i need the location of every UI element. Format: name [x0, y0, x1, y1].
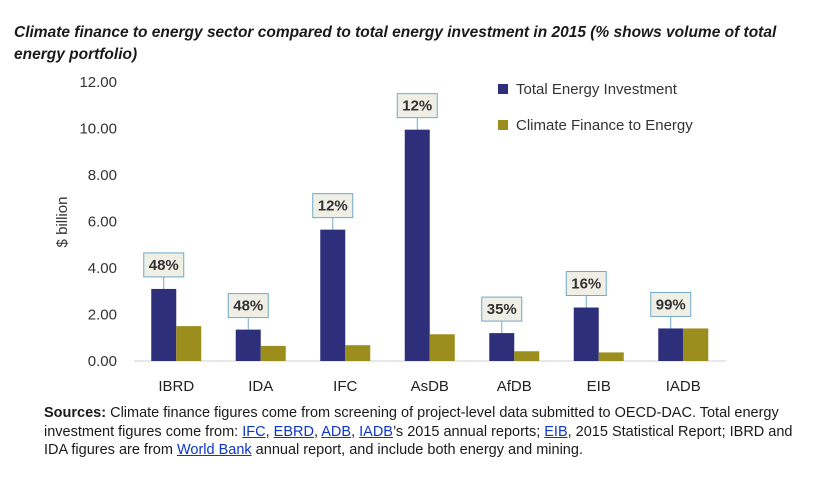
x-axis-categories: IBRD IDA IFC AsDB AfDB EIB IADB: [158, 378, 700, 395]
bar-total-energy-ifc: [320, 229, 346, 361]
sources-text-1: Climate finance figures come from screen…: [44, 405, 779, 440]
percent-label-asdb: 12%: [402, 98, 432, 115]
percent-callouts: 48% 48% 12% 12% 35% 16% 99%: [143, 93, 692, 334]
legend-label-climate-finance: Climate Finance to Energy: [516, 117, 693, 134]
bar-climate-finance-iadb: [683, 328, 709, 361]
bar-group: [151, 129, 709, 361]
y-tick-label: 6.00: [88, 214, 117, 231]
percent-label-ida: 48%: [233, 298, 263, 315]
sources-label: Sources:: [44, 405, 107, 421]
y-axis-label: $ billion: [54, 197, 71, 248]
x-category-label: IADB: [666, 378, 701, 395]
legend-label-total-energy: Total Energy Investment: [516, 81, 678, 98]
x-category-label: AfDB: [497, 378, 532, 395]
y-tick-label: 4.00: [88, 260, 117, 277]
bar-total-energy-iadb: [658, 328, 684, 361]
sources-text-3: , 2015 Statistical Report; IBRD and IDA …: [44, 423, 793, 459]
y-tick-label: 2.00: [88, 307, 117, 324]
y-tick-label: 8.00: [88, 167, 117, 184]
iadb-link[interactable]: IADB: [359, 423, 393, 440]
percent-box-iadb: [650, 291, 692, 317]
y-tick-label: 12.00: [79, 74, 117, 91]
x-category-label: IBRD: [158, 378, 194, 395]
bar-climate-finance-asdb: [429, 334, 455, 361]
percent-box-asdb: [396, 93, 438, 119]
percent-label-iadb: 99%: [656, 296, 686, 313]
bar-climate-finance-ida: [260, 345, 286, 361]
sources-text-4: annual report, and include both energy a…: [251, 442, 583, 458]
percent-box-ibrd: [143, 252, 185, 278]
eib-link[interactable]: EIB: [544, 423, 568, 440]
percent-label-afdb: 35%: [487, 301, 517, 318]
x-category-label: AsDB: [411, 378, 449, 395]
x-category-label: EIB: [587, 378, 611, 395]
chart-title: Climate finance to energy sector compare…: [14, 24, 777, 63]
bar-total-energy-asdb: [404, 129, 430, 361]
percent-label-ifc: 12%: [318, 198, 348, 215]
bar-chart: $ billion 0.00 2.00 4.00 6.00 8.00 10.00 12.00…: [54, 74, 726, 395]
sources-text-2: ’s 2015 annual reports;: [392, 423, 545, 440]
y-tick-label: 10.00: [79, 121, 117, 138]
sources-sep-1: ,: [265, 423, 274, 440]
legend-swatch-climate-finance: [498, 120, 508, 130]
legend: Total Energy Investment Climate Finance t…: [498, 81, 693, 134]
percent-box-eib: [565, 271, 607, 297]
y-axis-ticks: 0.00 2.00 4.00 6.00 8.00 10.00 12.00: [79, 74, 117, 370]
adb-link[interactable]: ADB: [321, 423, 352, 440]
bar-climate-finance-eib: [598, 352, 624, 361]
legend-swatch-total-energy: [498, 84, 508, 94]
bar-total-energy-eib: [573, 307, 599, 361]
bar-climate-finance-afdb: [514, 351, 540, 361]
percent-box-afdb: [481, 296, 523, 322]
percent-box-ifc: [312, 193, 354, 219]
percent-label-ibrd: 48%: [149, 257, 179, 274]
bar-total-energy-ibrd: [151, 288, 177, 361]
sources-sep-3: ,: [351, 423, 360, 440]
percent-label-eib: 16%: [571, 276, 601, 293]
bar-total-energy-afdb: [489, 333, 515, 361]
sources-sep-2: ,: [313, 423, 322, 440]
ebrd-link[interactable]: EBRD: [273, 423, 314, 440]
world-bank-link[interactable]: World Bank: [176, 442, 252, 458]
bar-climate-finance-ibrd: [176, 326, 202, 361]
bar-climate-finance-ifc: [345, 345, 371, 361]
bar-total-energy-ida: [235, 329, 261, 361]
ifc-link[interactable]: IFC: [242, 423, 266, 440]
sources-note: Sources: Climate finance figures come fr…: [44, 404, 804, 460]
y-tick-label: 0.00: [88, 353, 117, 370]
percent-box-ida: [227, 293, 269, 319]
x-category-label: IDA: [248, 378, 273, 395]
x-category-label: IFC: [333, 378, 357, 395]
